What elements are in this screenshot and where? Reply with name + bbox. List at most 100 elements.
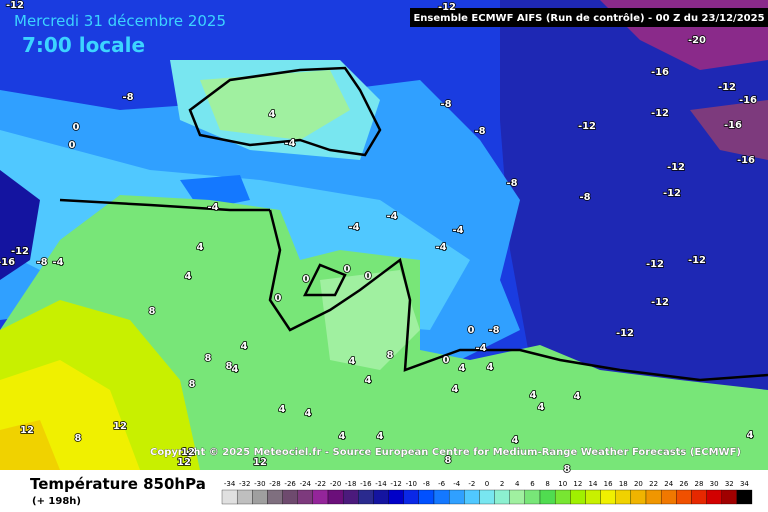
legend-label: -10: [406, 480, 417, 488]
isotherm-label: -12: [667, 162, 685, 173]
isotherm-label: 12: [177, 457, 191, 468]
legend-swatch: [554, 489, 571, 505]
model-banner: [410, 8, 768, 27]
isotherm-label: 0: [443, 355, 450, 366]
legend-swatch: [418, 489, 435, 505]
isotherm-label: 4: [574, 391, 581, 402]
isotherm-label: 8: [445, 455, 452, 466]
isotherm-label: 8: [205, 353, 212, 364]
legend-swatch: [494, 489, 510, 505]
isotherm-label: 4: [349, 356, 356, 367]
isotherm-label: 4: [269, 109, 276, 120]
isotherm-label: -20: [688, 35, 706, 46]
legend-label: -30: [254, 480, 265, 488]
legend-label: -4: [453, 480, 461, 488]
isotherm-label: -4: [284, 138, 295, 149]
isotherm-label: -16: [724, 120, 742, 131]
isotherm-label: -12: [718, 82, 736, 93]
legend-swatch: [645, 489, 662, 505]
legend-label: 26: [679, 480, 688, 488]
legend-label: 6: [530, 480, 535, 488]
isotherm-label: 0: [73, 122, 80, 133]
legend-swatch: [388, 489, 404, 505]
isotherm-label: 4: [538, 402, 545, 413]
isotherm-label: 12: [113, 421, 127, 432]
isotherm-label: -4: [52, 257, 63, 268]
legend-swatch: [327, 489, 344, 505]
legend-label: 16: [604, 480, 613, 488]
legend-swatch: [252, 489, 268, 505]
legend-label: 18: [619, 480, 628, 488]
isotherm-label: 4: [185, 271, 192, 282]
isotherm-label: 12: [20, 425, 34, 436]
isotherm-label: -12: [663, 188, 681, 199]
legend-swatch: [464, 489, 480, 505]
legend-swatch: [660, 489, 677, 505]
legend-label: -26: [284, 480, 296, 488]
isotherm-label: -8: [488, 325, 499, 336]
isotherm-label: -4: [435, 242, 446, 253]
isotherm-label: -12: [6, 0, 24, 11]
legend-label: -24: [300, 480, 312, 488]
legend-swatch: [600, 489, 616, 505]
legend-label: 30: [710, 480, 719, 488]
legend-swatch: [433, 489, 450, 505]
legend-swatch: [630, 489, 647, 505]
isotherm-label: -4: [452, 225, 463, 236]
isotherm-label: -8: [440, 99, 451, 110]
isotherm-label: -12: [688, 255, 706, 266]
isotherm-label: 8: [564, 464, 571, 475]
isotherm-label: 4: [197, 242, 204, 253]
legend-label: 28: [695, 480, 704, 488]
legend-label: 22: [649, 480, 658, 488]
isotherm-label: -12: [616, 328, 634, 339]
isotherm-label: -4: [475, 343, 486, 354]
legend-label: -8: [423, 480, 430, 488]
isotherm-label: 12: [253, 457, 267, 468]
legend-swatch: [358, 489, 374, 505]
variable-title: Température 850hPa: [30, 475, 206, 493]
isotherm-label: -12: [438, 2, 456, 13]
legend-label: -12: [390, 480, 401, 488]
isotherm-label: 0: [275, 293, 282, 304]
isotherm-label: -8: [474, 126, 485, 137]
isotherm-label: 4: [459, 363, 466, 374]
legend-swatch: [342, 489, 359, 505]
legend-swatch: [403, 489, 420, 505]
legend-swatch: [585, 489, 601, 505]
legend-label: -32: [239, 480, 250, 488]
isotherm-label: -12: [651, 108, 669, 119]
isotherm-label: 4: [339, 431, 346, 442]
isotherm-label: 8: [387, 350, 394, 361]
forecast-time: 7:00 locale: [22, 33, 145, 57]
legend-swatch: [221, 489, 238, 505]
legend-swatch: [736, 489, 753, 505]
legend-label: -34: [224, 480, 236, 488]
legend-label: -14: [375, 480, 387, 488]
legend-label: -18: [345, 480, 356, 488]
legend-swatch: [676, 489, 692, 505]
copyright: Copyright © 2025 Meteociel.fr - Source E…: [150, 447, 741, 458]
isotherm-label: 4: [487, 362, 494, 373]
isotherm-label: 8: [149, 306, 156, 317]
legend-label: 2: [500, 480, 504, 488]
legend-label: 4: [515, 480, 520, 488]
isotherm-label: -4: [207, 202, 218, 213]
legend-label: -20: [330, 480, 341, 488]
forecast-date: Mercredi 31 décembre 2025: [14, 12, 226, 30]
legend-label: 0: [485, 480, 489, 488]
isotherm-label: 4: [530, 390, 537, 401]
isotherm-label: -4: [348, 222, 359, 233]
legend-swatch: [267, 489, 283, 505]
isotherm-label: 4: [232, 364, 239, 375]
legend-label: -6: [438, 480, 446, 488]
legend-swatch: [524, 489, 541, 505]
legend-swatch: [282, 489, 298, 505]
legend-label: 20: [634, 480, 643, 488]
isotherm-label: -4: [386, 211, 397, 222]
isotherm-label: 8: [189, 379, 196, 390]
legend-swatch: [539, 489, 556, 505]
isotherm-label: 4: [241, 341, 248, 352]
isotherm-label: 0: [344, 264, 351, 275]
legend-swatch: [236, 489, 253, 505]
